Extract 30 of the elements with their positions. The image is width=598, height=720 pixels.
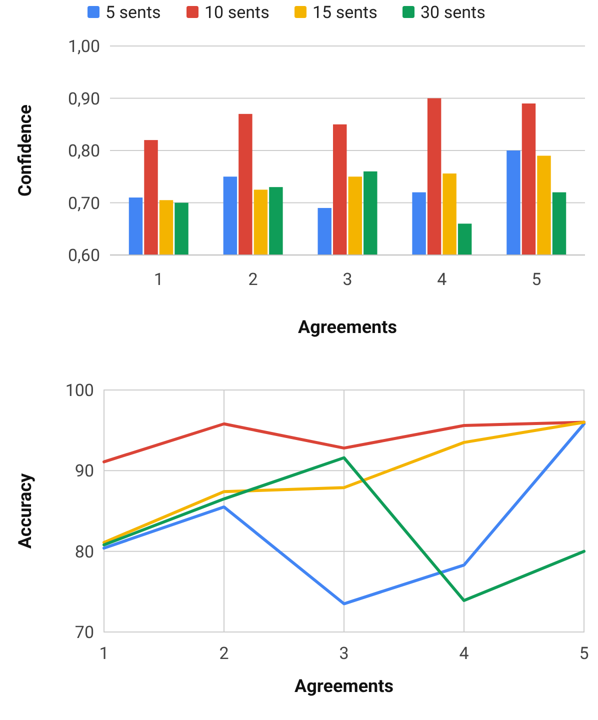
legend-label: 5 sents: [106, 3, 161, 23]
line-series: [102, 456, 586, 602]
x-axis-title: Agreements: [298, 317, 397, 338]
y-tick-label: 0,80: [68, 142, 100, 162]
x-tick-label: 5: [579, 644, 589, 664]
x-tick-label: 3: [339, 644, 349, 664]
y-tick-label: 80: [74, 542, 94, 562]
line-series: [102, 420, 586, 544]
y-tick-label: 1,00: [68, 37, 100, 57]
legend-label: 15 sents: [312, 3, 378, 23]
line-series: [102, 422, 586, 606]
x-tick-label: 5: [532, 270, 542, 290]
y-tick-label: 0,60: [68, 246, 100, 266]
y-tick-label: 100: [65, 381, 94, 401]
x-tick-label: 1: [154, 270, 164, 290]
x-tick-label: 2: [248, 270, 258, 290]
x-tick-label: 4: [459, 644, 470, 664]
y-axis-title: Accuracy: [15, 472, 36, 549]
x-tick-label: 4: [437, 270, 448, 290]
y-tick-label: 90: [74, 462, 94, 482]
legend-label: 10 sents: [204, 3, 270, 23]
y-axis-title: Confidence: [15, 104, 36, 197]
x-axis-title: Agreements: [294, 676, 394, 697]
y-tick-label: 0,90: [68, 89, 100, 110]
y-tick-label: 70: [74, 623, 94, 643]
x-tick-label: 2: [219, 644, 229, 664]
x-tick-label: 3: [342, 270, 352, 290]
y-tick-label: 0,70: [68, 194, 100, 214]
x-tick-label: 1: [99, 644, 109, 664]
legend-label: 30 sents: [420, 3, 486, 23]
